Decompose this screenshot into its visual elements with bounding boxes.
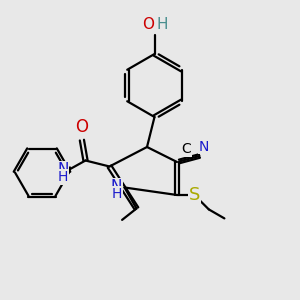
Text: H: H: [156, 17, 168, 32]
Text: O: O: [142, 17, 154, 32]
Text: O: O: [75, 118, 88, 136]
Text: C: C: [181, 142, 191, 156]
Text: H: H: [112, 187, 122, 201]
Text: H: H: [58, 170, 68, 184]
Text: S: S: [189, 186, 200, 204]
Text: N: N: [199, 140, 209, 154]
Text: N: N: [57, 162, 68, 177]
Text: N: N: [111, 179, 122, 194]
